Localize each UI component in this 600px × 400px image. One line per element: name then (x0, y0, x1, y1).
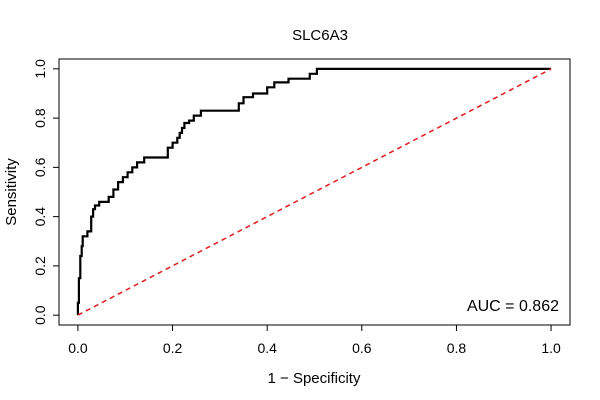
y-tick-label: 1.0 (32, 59, 48, 79)
x-axis-label: 1 − Specificity (268, 370, 361, 387)
auc-annotation: AUC = 0.862 (467, 298, 559, 315)
plot-frame (58, 58, 571, 326)
x-tick-label: 0.6 (352, 340, 372, 356)
y-tick-label: 0.4 (32, 207, 48, 227)
chart-title: SLC6A3 (292, 27, 348, 44)
roc-curve-line (76, 67, 552, 316)
x-tick-label: 0.0 (68, 340, 88, 356)
y-tick-label: 0.6 (32, 157, 48, 177)
y-axis-label: Sensitivity (3, 158, 20, 226)
reference-diagonal-line (77, 68, 552, 316)
y-tick-label: 0.2 (32, 256, 48, 276)
x-tick-label: 0.4 (257, 340, 277, 356)
x-axis: 0.0 0.2 0.4 0.6 0.8 1.0 (68, 325, 561, 356)
series-layer (76, 67, 552, 316)
y-axis: 0.0 0.2 0.4 0.6 0.8 1.0 (32, 59, 59, 325)
y-tick-label: 0.8 (32, 108, 48, 128)
y-tick-label: 0.0 (32, 305, 48, 325)
x-tick-label: 0.2 (163, 340, 183, 356)
x-tick-label: 0.8 (447, 340, 467, 356)
x-tick-label: 1.0 (541, 340, 561, 356)
